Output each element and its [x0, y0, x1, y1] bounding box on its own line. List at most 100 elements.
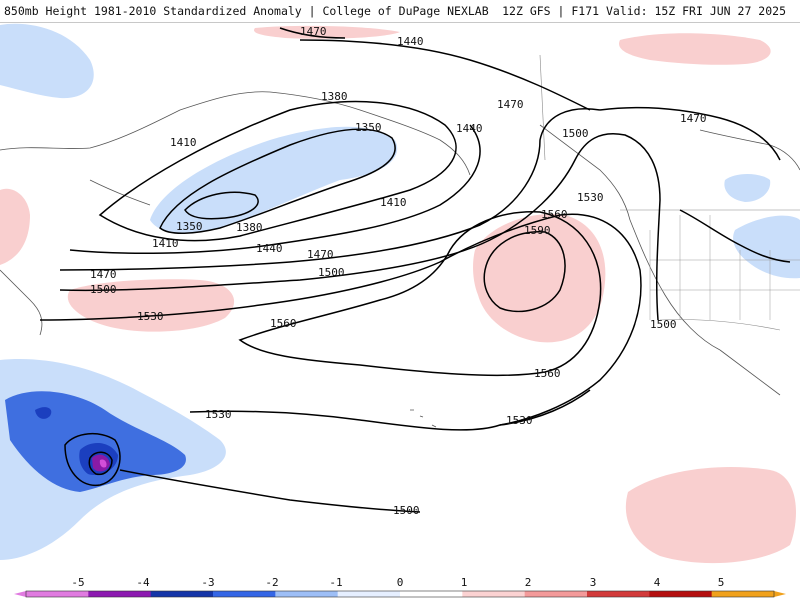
colorbar-arrow-high: [774, 591, 786, 597]
contour-label: 1500: [318, 266, 345, 279]
colorbar-outline: [25, 590, 775, 598]
colorbar-swatch: [462, 591, 526, 597]
alaska-canada-border: [539, 54, 546, 161]
contour-label: 1350: [355, 121, 382, 134]
hawaii-islands: [410, 409, 437, 428]
contour-label: 1530: [577, 191, 604, 204]
colorbar-tick-label: 0: [397, 576, 404, 589]
contour-1410: [98, 100, 457, 242]
colorbar-swatch: [649, 591, 713, 597]
contour-label: 1380: [321, 90, 348, 103]
positive-anomaly-southeast: [625, 466, 796, 564]
hudson-region: [699, 129, 800, 171]
contour-label: 1380: [236, 221, 263, 234]
contour-label: 1410: [380, 196, 407, 209]
positive-anomaly-top-strip: [254, 25, 400, 39]
negative-anomaly-nw-corner: [0, 23, 94, 99]
colorbar-ticks: -5 -4 -3 -2 -1 0 1 2 3 4 5: [71, 576, 724, 589]
contour-1440-upper: [299, 39, 591, 111]
contour-label: 1350: [176, 220, 203, 233]
alaska-coast: [0, 91, 471, 176]
contour-label: 1500: [650, 318, 677, 331]
anomaly-colorbar: -5 -4 -3 -2 -1 0 1 2 3 4 5: [0, 575, 800, 600]
contour-label: 1470: [307, 248, 334, 261]
contour-label: 1560: [534, 367, 561, 380]
contour-label: 1500: [562, 127, 589, 140]
map-header: 850mb Height 1981-2010 Standardized Anom…: [0, 0, 800, 23]
colorbar-arrow-low: [14, 591, 26, 597]
contour-closed-low-inner: [88, 451, 113, 476]
contour-label: 1440: [456, 122, 483, 135]
contour-1350-closed: [184, 191, 259, 220]
baja-coast: [719, 349, 781, 396]
colorbar-swatch: [524, 591, 588, 597]
contour-label: 1440: [256, 242, 283, 255]
colorbar-swatch: [587, 591, 650, 597]
negative-anomaly-core-magenta: [99, 459, 107, 468]
colorbar-tick-label: -1: [329, 576, 342, 589]
contour-1500-south: [119, 469, 421, 513]
contour-label: 1470: [300, 25, 327, 38]
colorbar-swatch: [337, 591, 401, 597]
contour-label: 1560: [541, 208, 568, 221]
colorbar-swatch: [213, 591, 276, 597]
aleutian-chain: [89, 179, 151, 206]
contour-1470-east: [679, 209, 791, 263]
contour-label: 1530: [506, 414, 533, 427]
colorbar-tick-label: 2: [525, 576, 532, 589]
contour-1470-lower: [59, 108, 601, 271]
colorbar-swatch: [88, 591, 152, 597]
colorbar-tick-label: -4: [136, 576, 150, 589]
model-run-info: 12Z GFS | F171 Valid: 15Z FRI JUN 27 202…: [502, 4, 786, 18]
colorbar-tick-label: -5: [71, 576, 84, 589]
map-title: 850mb Height 1981-2010 Standardized Anom…: [4, 4, 489, 18]
colorbar-tick-label: -2: [265, 576, 278, 589]
contour-1470-ne: [599, 106, 781, 161]
contour-label: 1470: [680, 112, 707, 125]
anomaly-shading: [0, 23, 800, 564]
colorbar-tick-label: 3: [590, 576, 597, 589]
contour-label: 1470: [90, 268, 117, 281]
state-lines: [649, 215, 800, 320]
contour-label: 1410: [170, 136, 197, 149]
asia-coast: [0, 269, 43, 336]
colorbar-swatch: [26, 591, 89, 597]
contour-label: 1440: [397, 35, 424, 48]
height-contours: [39, 27, 791, 513]
contour-label: 1590: [524, 224, 551, 237]
colorbar-tick-label: 1: [461, 576, 468, 589]
contour-1380: [159, 128, 396, 234]
colorbar-tick-label: 5: [718, 576, 725, 589]
colorbar-swatch: [275, 591, 339, 597]
colorbar-swatch: [711, 591, 775, 597]
contour-1560: [238, 211, 602, 377]
contour-closed-low-outer: [64, 433, 121, 486]
contour-1590: [483, 231, 566, 313]
contour-label-group: 1470 1440 1380 1350 1410 1470 1500 1440 …: [90, 25, 707, 517]
contour-1440-lower: [69, 124, 481, 255]
negative-anomaly-tropics-mid: [5, 391, 186, 492]
contour-label: 1530: [205, 408, 232, 421]
us-mexico-border: [659, 319, 781, 331]
contour-label: 1470: [497, 98, 524, 111]
west-coast: [539, 124, 721, 351]
positive-anomaly-northeast: [619, 33, 771, 65]
contour-label: 1500: [90, 283, 117, 296]
positive-anomaly-left-edge: [0, 188, 30, 265]
colorbar-swatch: [150, 591, 214, 597]
negative-anomaly-small: [724, 174, 771, 202]
coastlines: [0, 54, 800, 428]
contour-label: 1410: [152, 237, 179, 250]
contour-label: 1530: [137, 310, 164, 323]
contour-1470-top: [279, 27, 346, 39]
negative-anomaly-great-lakes: [733, 215, 800, 279]
colorbar-swatch: [400, 591, 463, 597]
colorbar-swatches: [14, 590, 786, 598]
contour-1530-south: [189, 389, 591, 431]
contour-label: 1560: [270, 317, 297, 330]
colorbar-tick-label: -3: [201, 576, 214, 589]
contour-1530: [39, 213, 642, 426]
anomaly-map: 1470 1440 1380 1350 1410 1470 1500 1440 …: [0, 22, 800, 575]
contour-1500: [59, 133, 661, 321]
negative-anomaly-alaska: [150, 126, 398, 234]
